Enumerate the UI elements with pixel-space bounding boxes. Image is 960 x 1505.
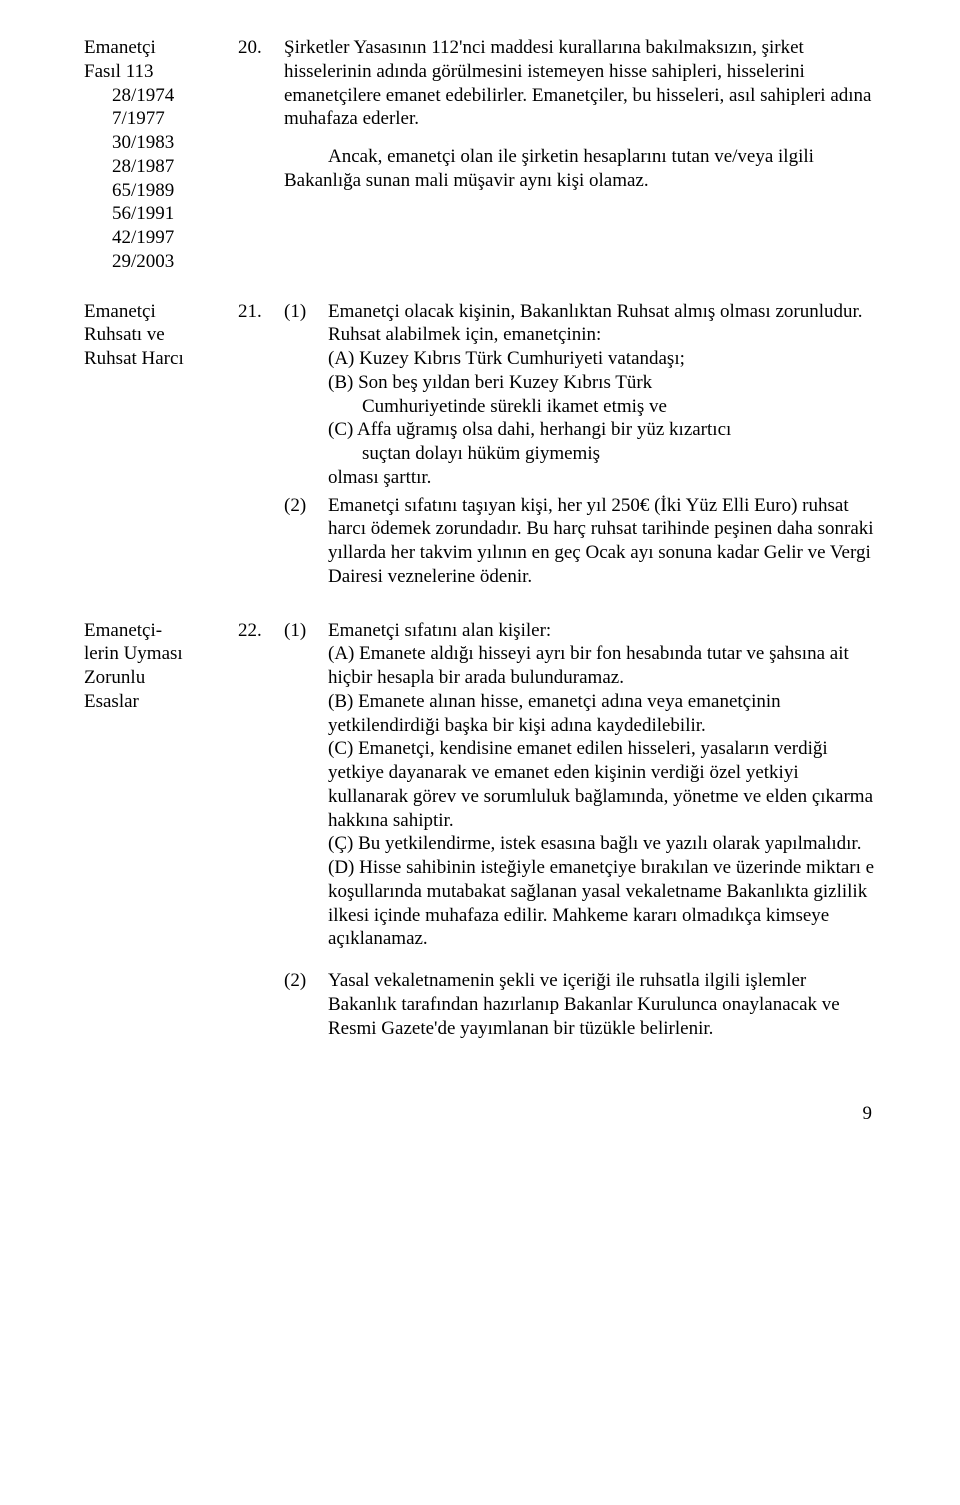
article-21-sub-1: (1) Emanetçi olacak kişinin, Bakanlıktan… [284,300,876,490]
sub-body: Emanetçi sıfatını taşıyan kişi, her yıl … [328,494,876,589]
item-c-cont: suçtan dolayı hüküm giymemiş [328,442,876,466]
sub-body: Emanetçi olacak kişinin, Bakanlıktan Ruh… [328,300,876,490]
article-21-sub-2: (2) Emanetçi sıfatını taşıyan kişi, her … [284,494,876,589]
article-22-sub-2: (2) Yasal vekaletnamenin şekli ve içeriğ… [284,969,876,1040]
item-b-cont: Cumhuriyetinde sürekli ikamet etmiş ve [328,395,876,419]
page-number: 9 [84,1102,876,1126]
amendment-item: 42/1997 [84,226,232,250]
amendment-list: 28/19747/197730/198328/198765/198956/199… [84,84,232,274]
item-b: (B) Son beş yıldan beri Kuzey Kıbrıs Tür… [328,371,876,395]
article-20: Emanetçi Fasıl 113 28/19747/197730/19832… [84,36,876,274]
item-a: (A) Kuzey Kıbrıs Türk Cumhuriyeti vatand… [328,347,876,371]
item-b: (B) Emanete alınan hisse, emanetçi adına… [328,690,876,738]
item-d: (Ç) Bu yetkilendirme, istek esasına bağl… [328,832,876,856]
item-e: (D) Hisse sahibinin isteğiyle emanetçiye… [328,856,876,951]
item-c: (C) Affa uğramış olsa dahi, herhangi bir… [328,418,876,442]
sub-body: Yasal vekaletnamenin şekli ve içeriği il… [328,969,876,1040]
sub-number: (1) [284,619,328,643]
article-20-para-1: Şirketler Yasasının 112'nci maddesi kura… [284,36,876,131]
item-a: (A) Emanete aldığı hisseyi ayrı bir fon … [328,642,876,690]
amendment-item: 65/1989 [84,179,232,203]
amendment-item: 56/1991 [84,202,232,226]
article-21: Emanetçi Ruhsatı ve Ruhsat Harcı 21. (1)… [84,300,876,593]
article-number: 22. [238,619,284,643]
article-22-body: (1) Emanetçi sıfatını alan kişiler: (A) … [284,619,876,1045]
article-22-margin: Emanetçi- lerin Uyması Zorunlu Esaslar [84,619,238,714]
amendment-item: 7/1977 [84,107,232,131]
amendment-item: 30/1983 [84,131,232,155]
amendment-item: 29/2003 [84,250,232,274]
article-20-para-2: Ancak, emanetçi olan ile şirketin hesapl… [284,145,876,193]
margin-label: Emanetçi Fasıl 113 [84,36,232,84]
item-c: (C) Emanetçi, kendisine emanet edilen hi… [328,737,876,832]
article-21-margin: Emanetçi Ruhsatı ve Ruhsat Harcı [84,300,238,371]
sub-number: (2) [284,969,328,993]
amendment-item: 28/1987 [84,155,232,179]
article-22: Emanetçi- lerin Uyması Zorunlu Esaslar 2… [84,619,876,1045]
sub-lead: Emanetçi olacak kişinin, Bakanlıktan Ruh… [328,300,876,348]
sub-number: (1) [284,300,328,324]
sub-number: (2) [284,494,328,518]
article-number: 20. [238,36,284,60]
inner-list: (A) Kuzey Kıbrıs Türk Cumhuriyeti vatand… [328,347,876,466]
article-20-margin: Emanetçi Fasıl 113 28/19747/197730/19832… [84,36,238,274]
sub-lead: Emanetçi sıfatını alan kişiler: [328,619,876,643]
article-22-sub-1: (1) Emanetçi sıfatını alan kişiler: (A) … [284,619,876,952]
amendment-item: 28/1974 [84,84,232,108]
sub-body: Emanetçi sıfatını alan kişiler: (A) Eman… [328,619,876,952]
article-21-body: (1) Emanetçi olacak kişinin, Bakanlıktan… [284,300,876,593]
article-20-body: Şirketler Yasasının 112'nci maddesi kura… [284,36,876,201]
article-number: 21. [238,300,284,324]
inner-list: (A) Emanete aldığı hisseyi ayrı bir fon … [328,642,876,951]
sub-tail: olması şarttır. [328,466,876,490]
